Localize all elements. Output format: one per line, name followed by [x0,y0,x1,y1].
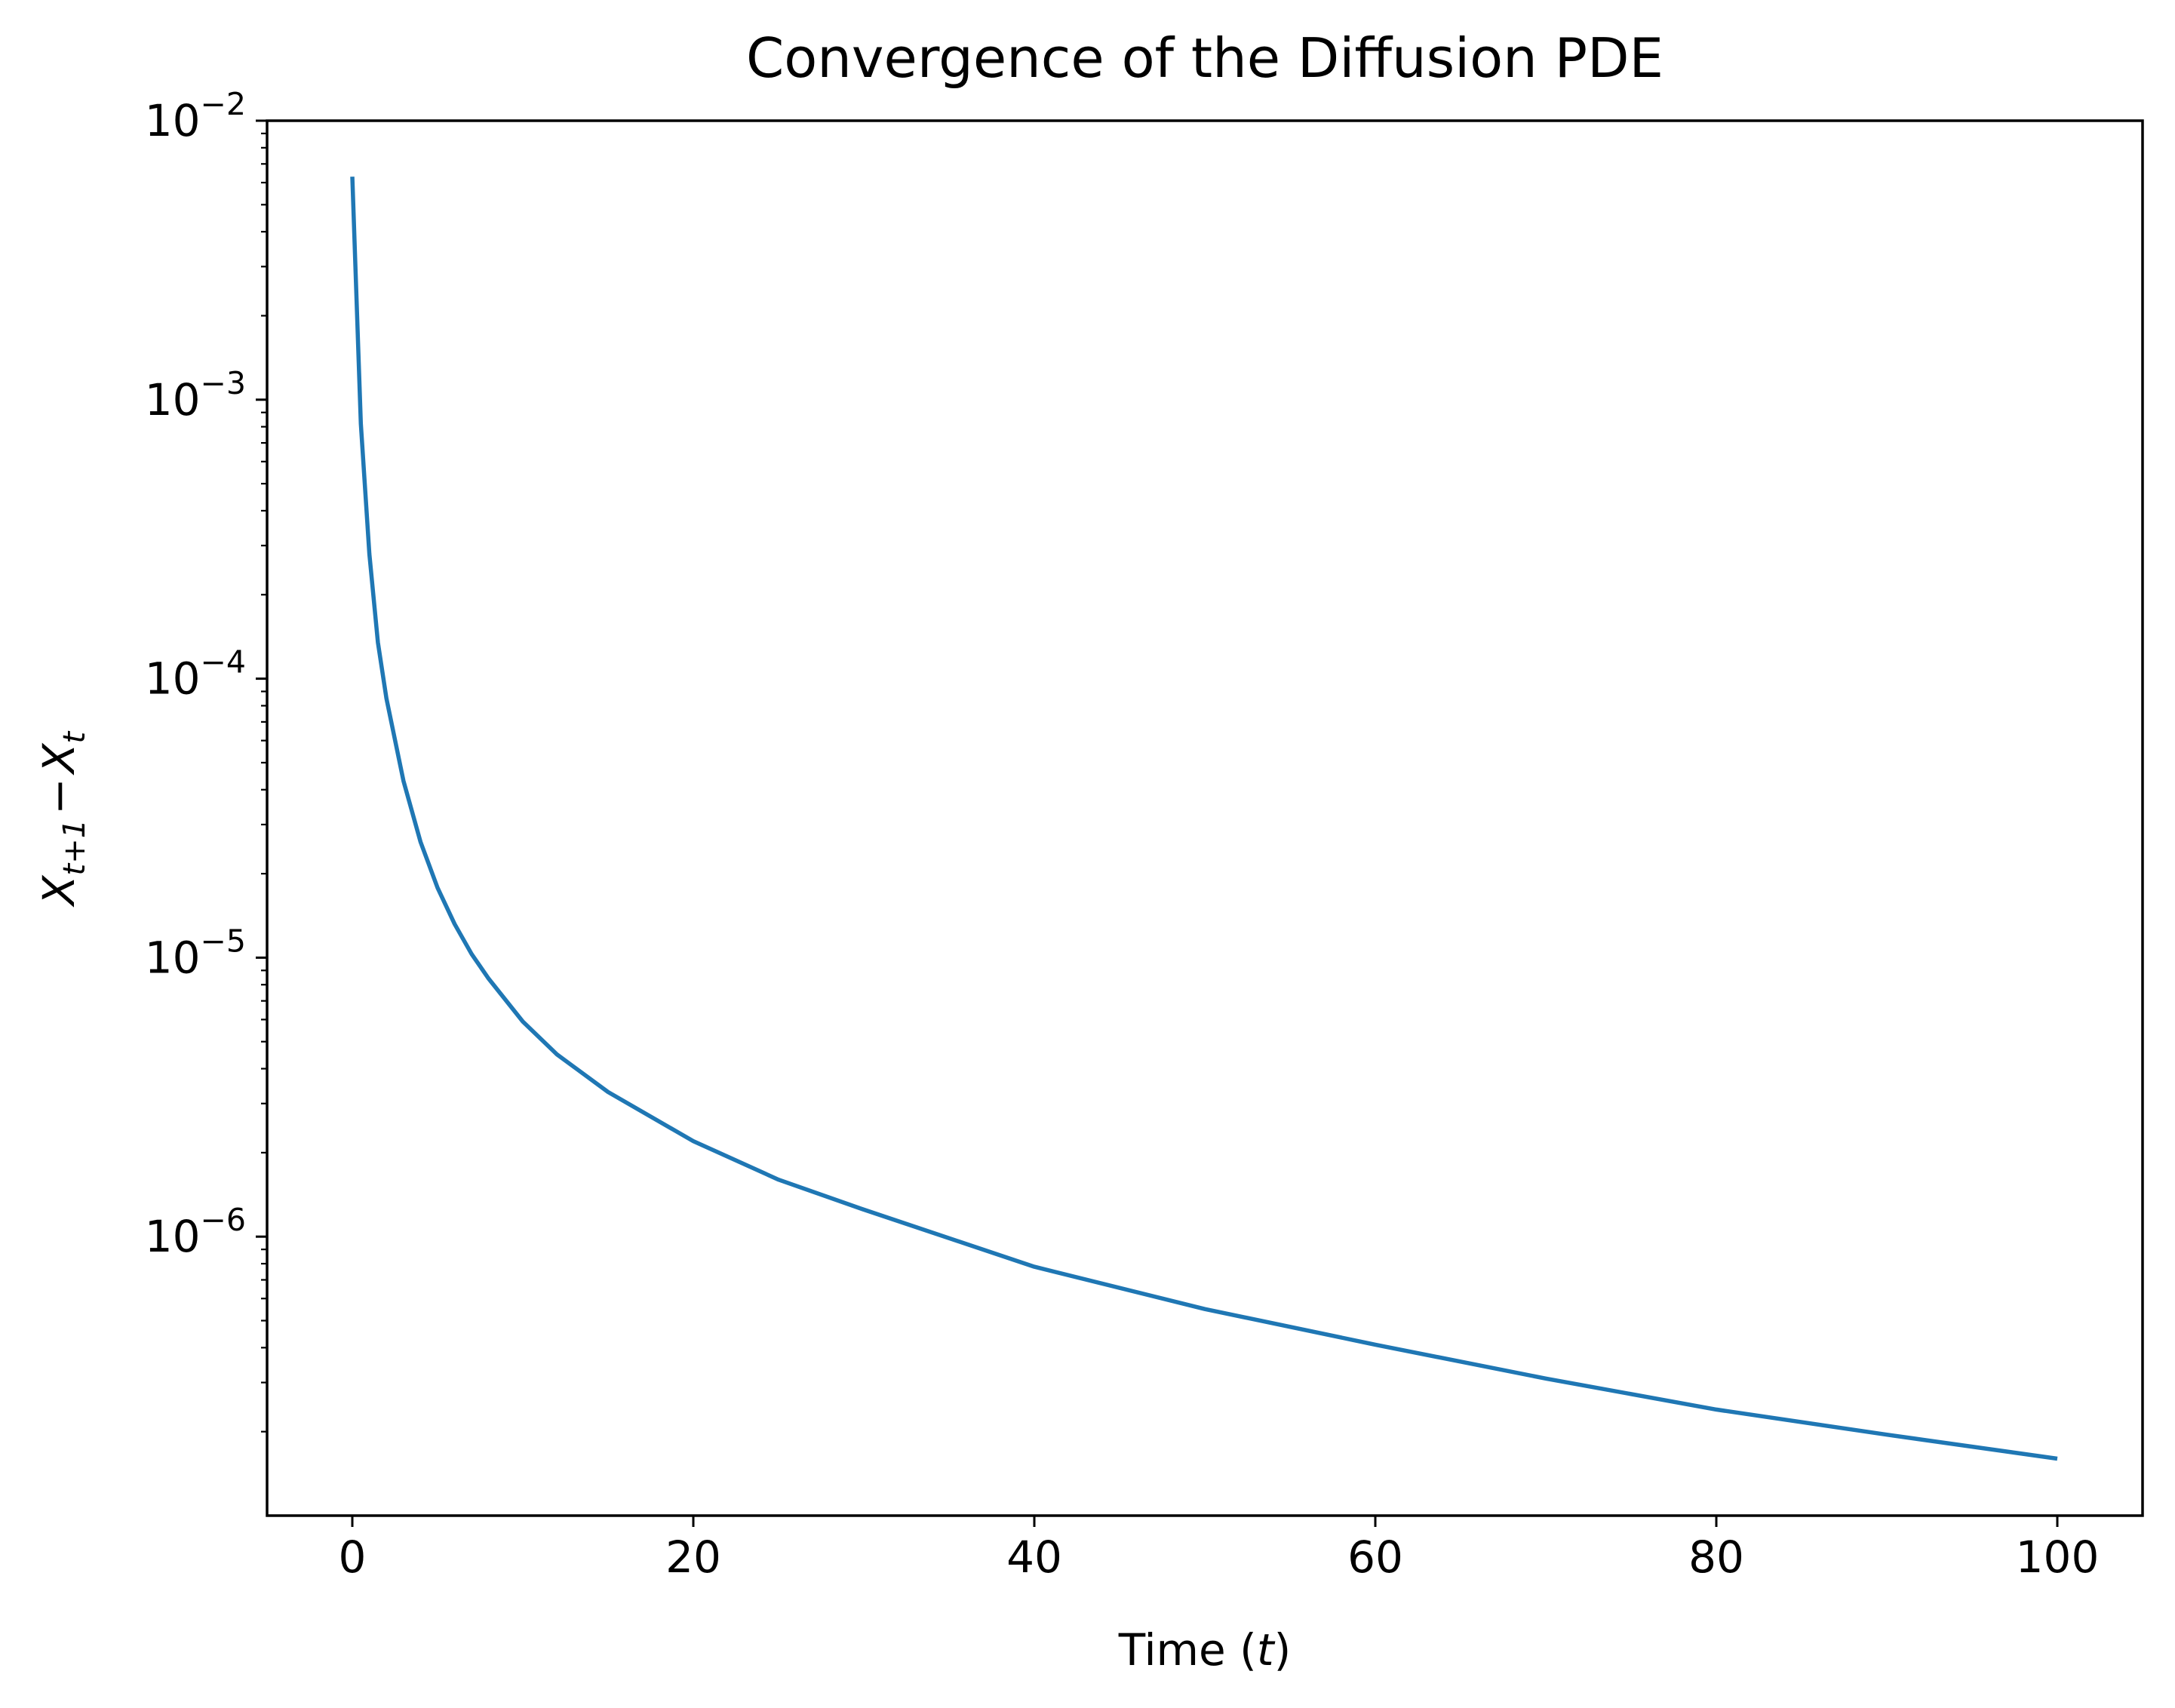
y-tick-label: 10−6 [145,1202,246,1262]
x-tick-label: 0 [339,1531,367,1583]
y-axis-label-x2: X [33,742,84,776]
chart-title: Convergence of the Diffusion PDE [746,26,1664,90]
plot-frame [266,119,2144,1517]
y-tick-label: 10−3 [145,365,246,425]
y-axis-label-x1: X [33,874,84,908]
plot-area [266,119,2144,1517]
series-line-0 [350,177,2058,1461]
y-axis-label-sub1: t+1 [57,819,92,876]
plot-background [267,121,2143,1516]
y-axis-label-sub2: t [57,730,92,743]
y-axis-label-minus: − [33,778,84,815]
x-axis-label: Time (t) [1118,1624,1291,1676]
x-tick-label: 100 [2016,1531,2100,1583]
x-axis-label-close: ) [1274,1624,1292,1676]
x-axis-label-text: Time ( [1118,1624,1257,1676]
y-tick-label: 10−2 [145,86,246,146]
x-tick-label: 80 [1688,1531,1744,1583]
x-tick-label: 20 [665,1531,721,1583]
x-axis: 0 20 40 60 80 100 [339,1516,2100,1583]
y-axis: 10−2 10−3 10−4 10−5 10−6 [145,86,267,1433]
x-tick-label: 40 [1006,1531,1062,1583]
series-layer [350,177,2058,1461]
x-axis-label-variable: t [1257,1624,1276,1676]
x-tick-label: 60 [1347,1531,1403,1583]
y-tick-label: 10−5 [145,923,246,983]
y-tick-label: 10−4 [145,644,246,705]
y-axis-label: Xt+1−Xt [33,730,92,908]
